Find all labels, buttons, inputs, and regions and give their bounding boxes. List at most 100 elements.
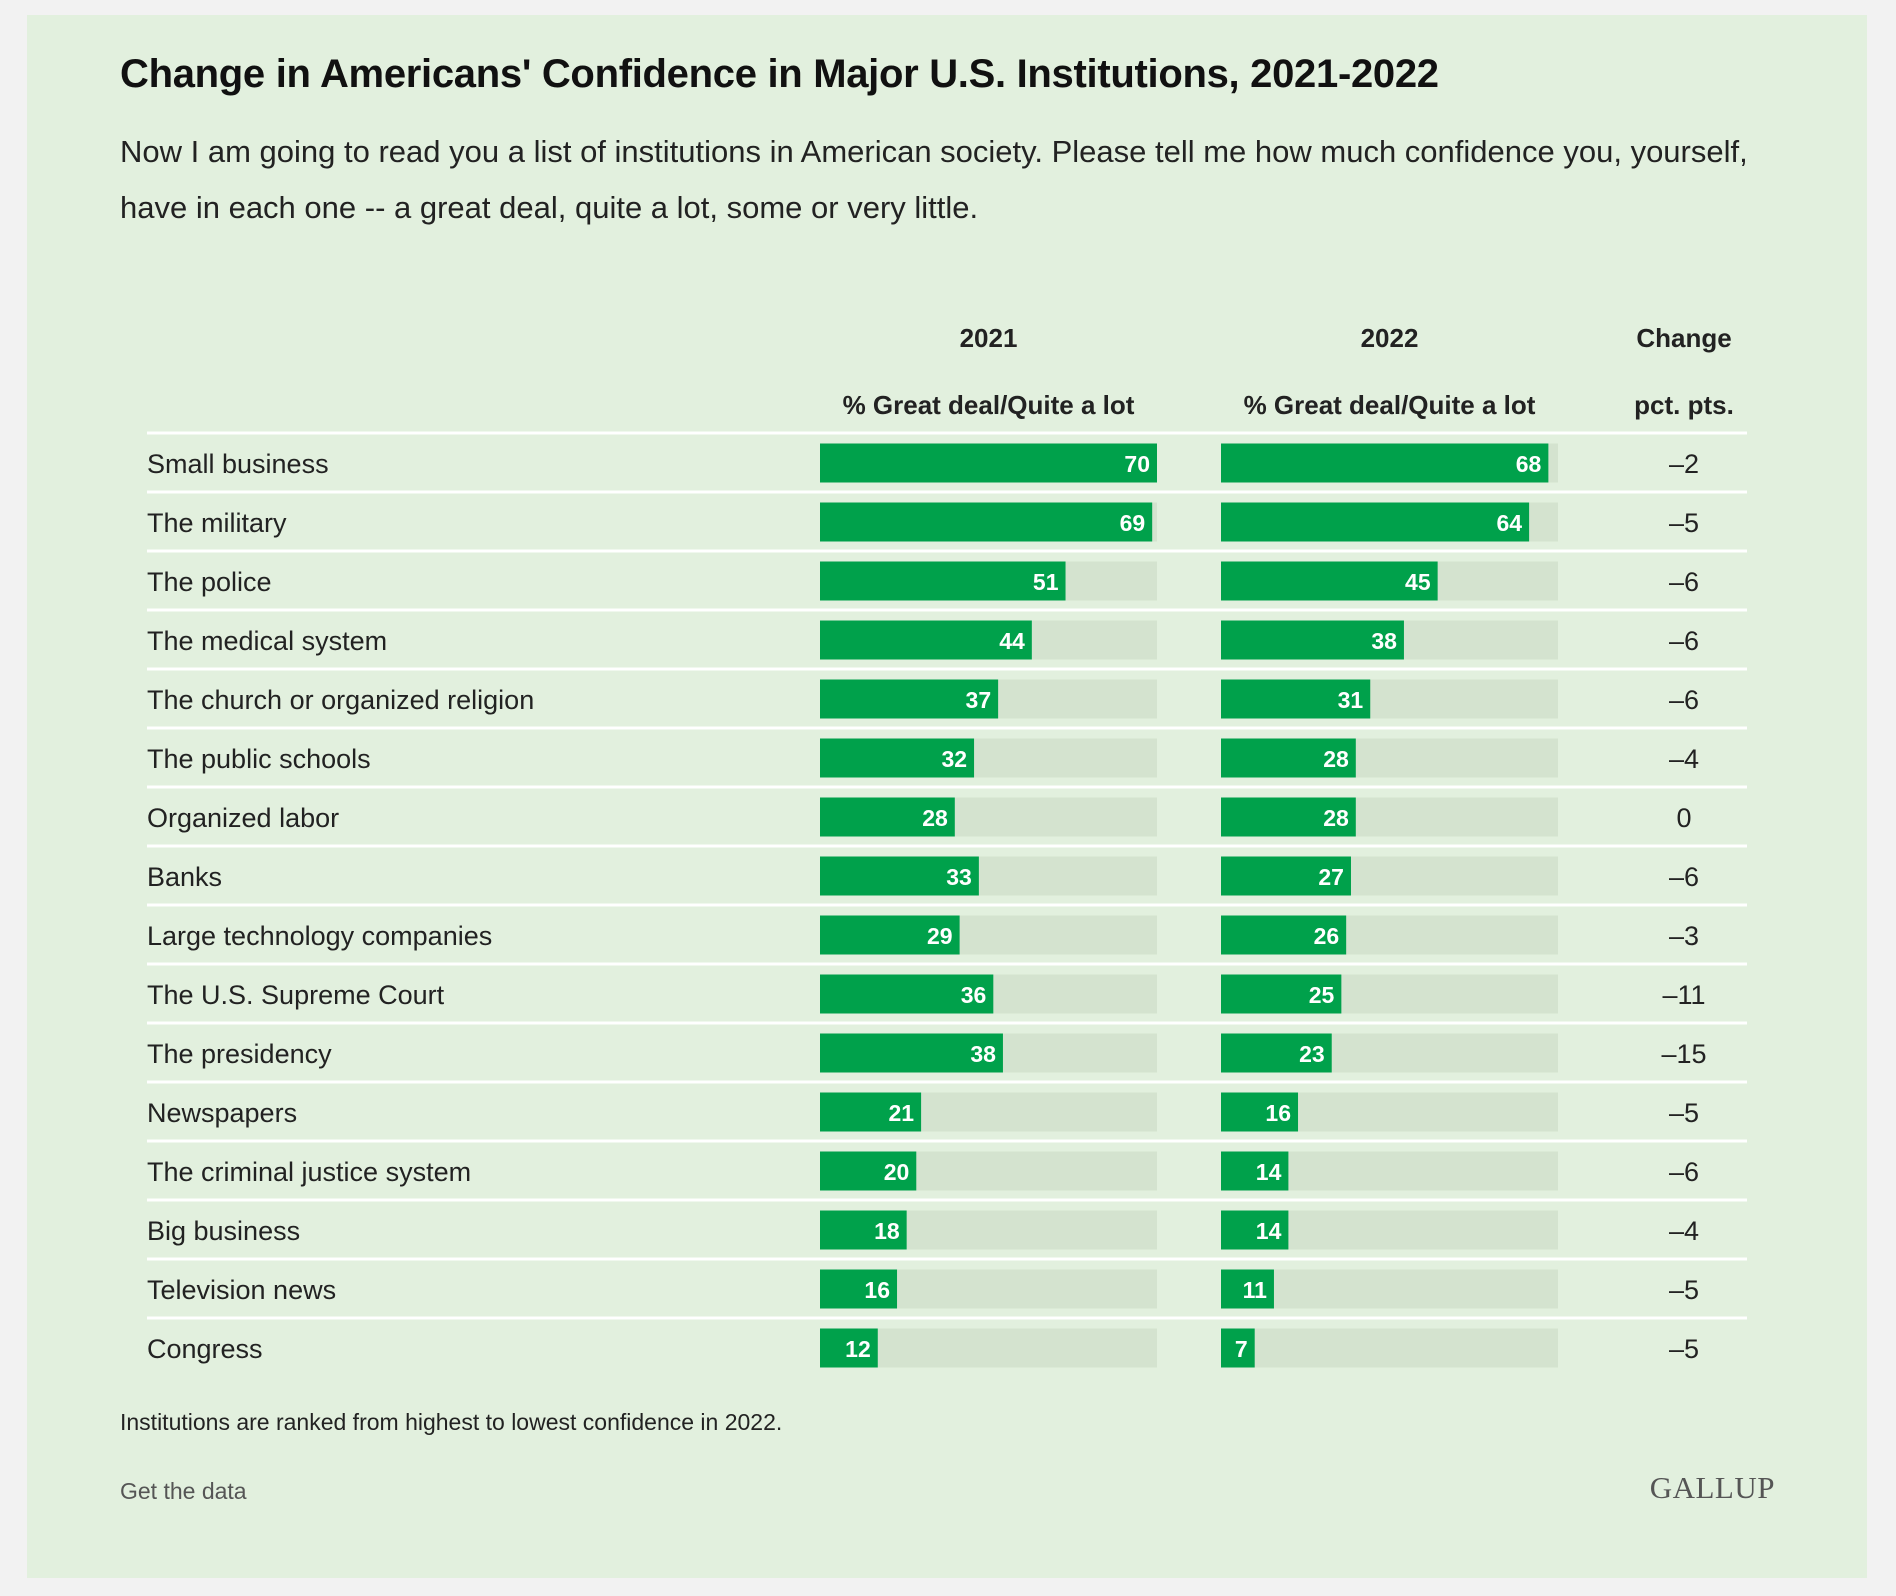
- bar-2021: [820, 502, 1153, 542]
- row-separator: [147, 962, 1747, 966]
- row-label: The criminal justice system: [147, 1157, 471, 1187]
- bar-value-label-2021: 44: [999, 628, 1025, 654]
- row-label: The military: [147, 508, 287, 538]
- bar-value-label-2021: 69: [1120, 510, 1146, 536]
- bar-value-label-2021: 51: [1033, 569, 1059, 595]
- row-label: Small business: [147, 449, 329, 479]
- bar-value-label-2021: 29: [927, 923, 953, 949]
- row-separator: [147, 844, 1747, 848]
- row-separator: [147, 549, 1747, 553]
- bar-2022: [1221, 856, 1351, 896]
- bar-value-label-2021: 18: [874, 1218, 900, 1244]
- bar-2022: [1221, 797, 1356, 837]
- change-value: –6: [1669, 626, 1699, 656]
- bar-value-label-2021: 12: [845, 1336, 871, 1362]
- bar-2022: [1221, 502, 1530, 542]
- bar-value-label-2022: 27: [1318, 864, 1344, 890]
- change-value: –4: [1669, 744, 1699, 774]
- change-value: 0: [1676, 803, 1691, 833]
- bar-2021: [820, 1210, 907, 1250]
- bar-value-label-2022: 28: [1323, 805, 1349, 831]
- bar-2022: [1221, 561, 1438, 601]
- footnote: Institutions are ranked from highest to …: [120, 1409, 783, 1435]
- change-value: –2: [1669, 449, 1699, 479]
- bar-2022: [1221, 1151, 1289, 1191]
- row-separator: [147, 1316, 1747, 1320]
- row-label: Television news: [147, 1275, 336, 1305]
- bar-value-label-2021: 20: [884, 1159, 910, 1185]
- bar-value-label-2021: 16: [864, 1277, 890, 1303]
- row-separator: [147, 667, 1747, 671]
- row-label: The public schools: [147, 744, 371, 774]
- change-value: –5: [1669, 1098, 1699, 1128]
- bar-2022: [1221, 1210, 1289, 1250]
- bar-2021: [820, 915, 960, 955]
- row-label: Banks: [147, 862, 222, 892]
- change-value: –5: [1669, 1334, 1699, 1364]
- bar-value-label-2021: 32: [941, 746, 967, 772]
- header-change-title: Change: [1636, 323, 1731, 353]
- row-separator: [147, 431, 1747, 435]
- bar-value-label-2021: 33: [946, 864, 972, 890]
- gallup-logo: GALLUP: [1649, 1470, 1775, 1505]
- row-label: Newspapers: [147, 1098, 297, 1128]
- chart-subtitle: Now I am going to read you a list of ins…: [120, 134, 1748, 225]
- bar-value-label-2021: 28: [922, 805, 948, 831]
- row-separator: [147, 490, 1747, 494]
- bar-2022: [1221, 679, 1371, 719]
- bar-value-label-2022: 16: [1265, 1100, 1291, 1126]
- bar-2022: [1221, 1033, 1332, 1073]
- bar-value-label-2022: 28: [1323, 746, 1349, 772]
- bar-2022: [1221, 1092, 1299, 1132]
- header-2021-subtitle: % Great deal/Quite a lot: [843, 390, 1135, 420]
- bar-2021: [820, 1328, 878, 1368]
- bar-2022: [1221, 738, 1356, 778]
- row-label: The U.S. Supreme Court: [147, 980, 445, 1010]
- bar-2022: [1221, 1269, 1274, 1309]
- row-label: Big business: [147, 1216, 300, 1246]
- row-label: The medical system: [147, 626, 387, 656]
- bar-value-label-2021: 70: [1124, 451, 1150, 477]
- row-label: The police: [147, 567, 272, 597]
- header-2022-title: 2022: [1361, 323, 1419, 353]
- bar-2022: [1221, 1328, 1255, 1368]
- bar-value-label-2022: 64: [1497, 510, 1523, 536]
- row-label: Large technology companies: [147, 921, 492, 951]
- row-separator: [147, 726, 1747, 730]
- bar-2021: [820, 561, 1066, 601]
- bar-value-label-2022: 31: [1338, 687, 1364, 713]
- row-label: Organized labor: [147, 803, 339, 833]
- row-separator: [147, 1198, 1747, 1202]
- change-value: –5: [1669, 508, 1699, 538]
- row-label: Congress: [147, 1334, 263, 1364]
- row-separator: [147, 608, 1747, 612]
- row-separator: [147, 1080, 1747, 1084]
- bar-2022: [1221, 974, 1342, 1014]
- change-value: –6: [1669, 1157, 1699, 1187]
- get-the-data-link[interactable]: Get the data: [120, 1478, 247, 1504]
- header-2022-subtitle: % Great deal/Quite a lot: [1244, 390, 1536, 420]
- change-value: –11: [1662, 980, 1705, 1010]
- bar-value-label-2022: 25: [1309, 982, 1335, 1008]
- bar-value-label-2021: 36: [961, 982, 987, 1008]
- change-value: –3: [1669, 921, 1699, 951]
- bar-2021: [820, 856, 979, 896]
- bar-value-label-2022: 14: [1256, 1218, 1282, 1244]
- bar-value-label-2021: 38: [970, 1041, 996, 1067]
- bar-value-label-2022: 68: [1516, 451, 1542, 477]
- change-value: –5: [1669, 1275, 1699, 1305]
- bar-2021: [820, 738, 975, 778]
- bar-value-label-2022: 45: [1405, 569, 1431, 595]
- change-value: –6: [1669, 567, 1699, 597]
- bar-2022: [1221, 443, 1549, 483]
- bar-track-2022: [1221, 1328, 1558, 1368]
- bar-2021: [820, 620, 1032, 660]
- change-value: –6: [1669, 685, 1699, 715]
- bar-track-2022: [1221, 1269, 1558, 1309]
- bar-value-label-2022: 11: [1243, 1277, 1268, 1303]
- bar-2022: [1221, 915, 1347, 955]
- bar-value-label-2021: 21: [889, 1100, 915, 1126]
- bar-2021: [820, 679, 999, 719]
- row-label: The presidency: [147, 1039, 332, 1069]
- change-value: –4: [1669, 1216, 1699, 1246]
